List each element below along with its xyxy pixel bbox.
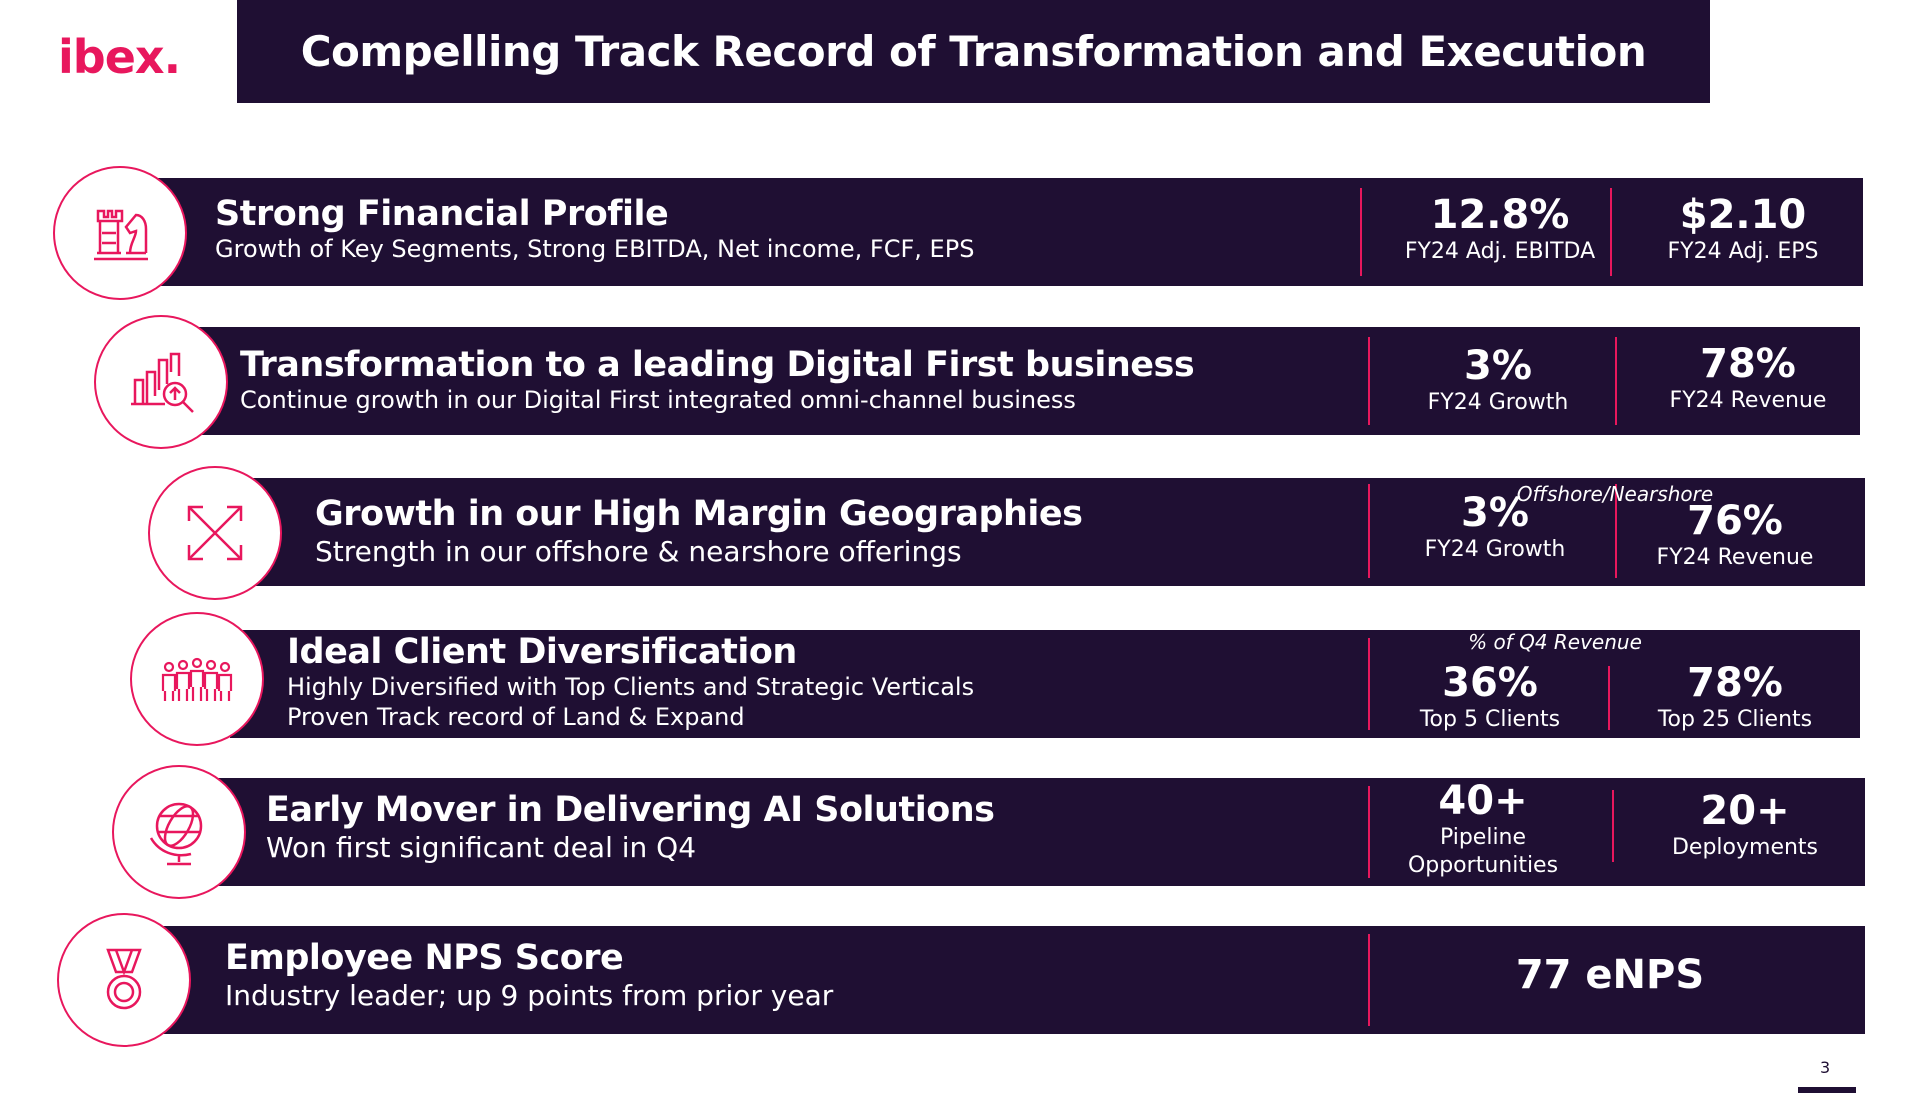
row-employee-nps: Employee NPS Score Industry leader; up 9… (150, 926, 1865, 1034)
row-digital-first: Transformation to a leading Digital Firs… (190, 327, 1860, 435)
metric-value: 76% (1687, 498, 1783, 544)
row-ai-solutions: Early Mover in Delivering AI Solutions W… (200, 778, 1865, 886)
medal-icon (57, 913, 191, 1047)
row-subtext: Continue growth in our Digital First int… (240, 386, 1076, 414)
metric-value: 40+ (1438, 778, 1528, 824)
metric-value: 77 eNPS (1515, 952, 1705, 998)
metric-divider (1368, 786, 1370, 878)
metric-adj-ebitda: 12.8% FY24 Adj. EBITDA (1385, 192, 1615, 266)
row-subtext: Industry leader; up 9 points from prior … (225, 979, 834, 1012)
title-bar: Compelling Track Record of Transformatio… (237, 0, 1710, 103)
expand-arrows-icon (148, 466, 282, 600)
metric-adj-eps: $2.10 FY24 Adj. EPS (1628, 192, 1858, 266)
row-heading: Employee NPS Score (225, 938, 624, 978)
metric-top25-clients: 78% Top 25 Clients (1620, 660, 1850, 734)
metric-divider (1608, 666, 1610, 730)
offshore-nearshore-note: Offshore/Nearshore (1516, 482, 1714, 506)
metric-divider (1368, 934, 1370, 1026)
metric-label: Opportunities (1407, 853, 1559, 878)
metric-label: Deployments (1671, 835, 1819, 860)
metric-label: Pipeline (1439, 825, 1527, 850)
metric-label: FY24 Revenue (1669, 388, 1827, 413)
people-group-icon (130, 612, 264, 746)
metric-label: FY24 Adj. EPS (1667, 239, 1819, 264)
page-number: 3 (1820, 1058, 1831, 1077)
metric-label: FY24 Growth (1424, 537, 1566, 562)
globe-icon (112, 765, 246, 899)
row-heading: Early Mover in Delivering AI Solutions (266, 790, 995, 830)
metric-label: FY24 Adj. EBITDA (1404, 239, 1596, 264)
row-financial-profile: Strong Financial Profile Growth of Key S… (150, 178, 1863, 286)
metric-top5-clients: 36% Top 5 Clients (1375, 660, 1605, 734)
metric-divider (1610, 188, 1612, 276)
metric-enps: 77 eNPS (1460, 952, 1760, 998)
row-high-margin-geographies: Growth in our High Margin Geographies St… (240, 478, 1865, 586)
metric-divider (1612, 790, 1614, 862)
row-heading: Ideal Client Diversification (287, 632, 797, 672)
row-heading: Growth in our High Margin Geographies (315, 494, 1083, 534)
metric-label: Top 5 Clients (1419, 707, 1561, 732)
row-subtext: Won first significant deal in Q4 (266, 831, 697, 864)
ibex-logo: ibex. (58, 30, 181, 84)
metric-geo-revenue: 76% FY24 Revenue (1620, 498, 1850, 572)
metric-value: 12.8% (1430, 192, 1570, 238)
metric-ai-deployments: 20+ Deployments (1630, 788, 1860, 862)
metric-value: 20+ (1700, 788, 1790, 834)
chess-icon (53, 166, 187, 300)
page-title: Compelling Track Record of Transformatio… (300, 27, 1647, 76)
metric-ai-pipeline: 40+ Pipeline Opportunities (1368, 778, 1598, 880)
metric-label: FY24 Revenue (1656, 545, 1814, 570)
metric-divider (1360, 188, 1362, 276)
q4-revenue-note: % of Q4 Revenue (1468, 630, 1642, 654)
metric-label: Top 25 Clients (1657, 707, 1813, 732)
metric-value: 36% (1442, 660, 1538, 706)
metric-divider (1368, 337, 1370, 425)
metric-value: 78% (1687, 660, 1783, 706)
page-indicator-bar (1798, 1087, 1856, 1093)
metric-digital-revenue: 78% FY24 Revenue (1633, 341, 1863, 415)
metric-value: 3% (1461, 490, 1529, 536)
metric-divider (1615, 484, 1617, 578)
metric-digital-growth: 3% FY24 Growth (1383, 343, 1613, 417)
metric-value: 78% (1700, 341, 1796, 387)
metric-divider (1368, 484, 1370, 578)
row-heading: Transformation to a leading Digital Firs… (240, 345, 1195, 385)
row-client-diversification: Ideal Client Diversification Highly Dive… (230, 630, 1860, 738)
row-subtext: Strength in our offshore & nearshore off… (315, 535, 962, 568)
row-subtext: Proven Track record of Land & Expand (287, 703, 745, 731)
metric-label: FY24 Growth (1427, 390, 1569, 415)
row-subtext: Growth of Key Segments, Strong EBITDA, N… (215, 235, 975, 263)
metric-value: $2.10 (1679, 192, 1807, 238)
metric-geo-growth: 3% FY24 Growth (1380, 490, 1610, 564)
growth-chart-icon (94, 315, 228, 449)
metric-divider (1368, 638, 1370, 730)
row-subtext: Highly Diversified with Top Clients and … (287, 673, 975, 701)
metric-value: 3% (1464, 343, 1532, 389)
row-heading: Strong Financial Profile (215, 194, 669, 234)
metric-divider (1615, 337, 1617, 425)
